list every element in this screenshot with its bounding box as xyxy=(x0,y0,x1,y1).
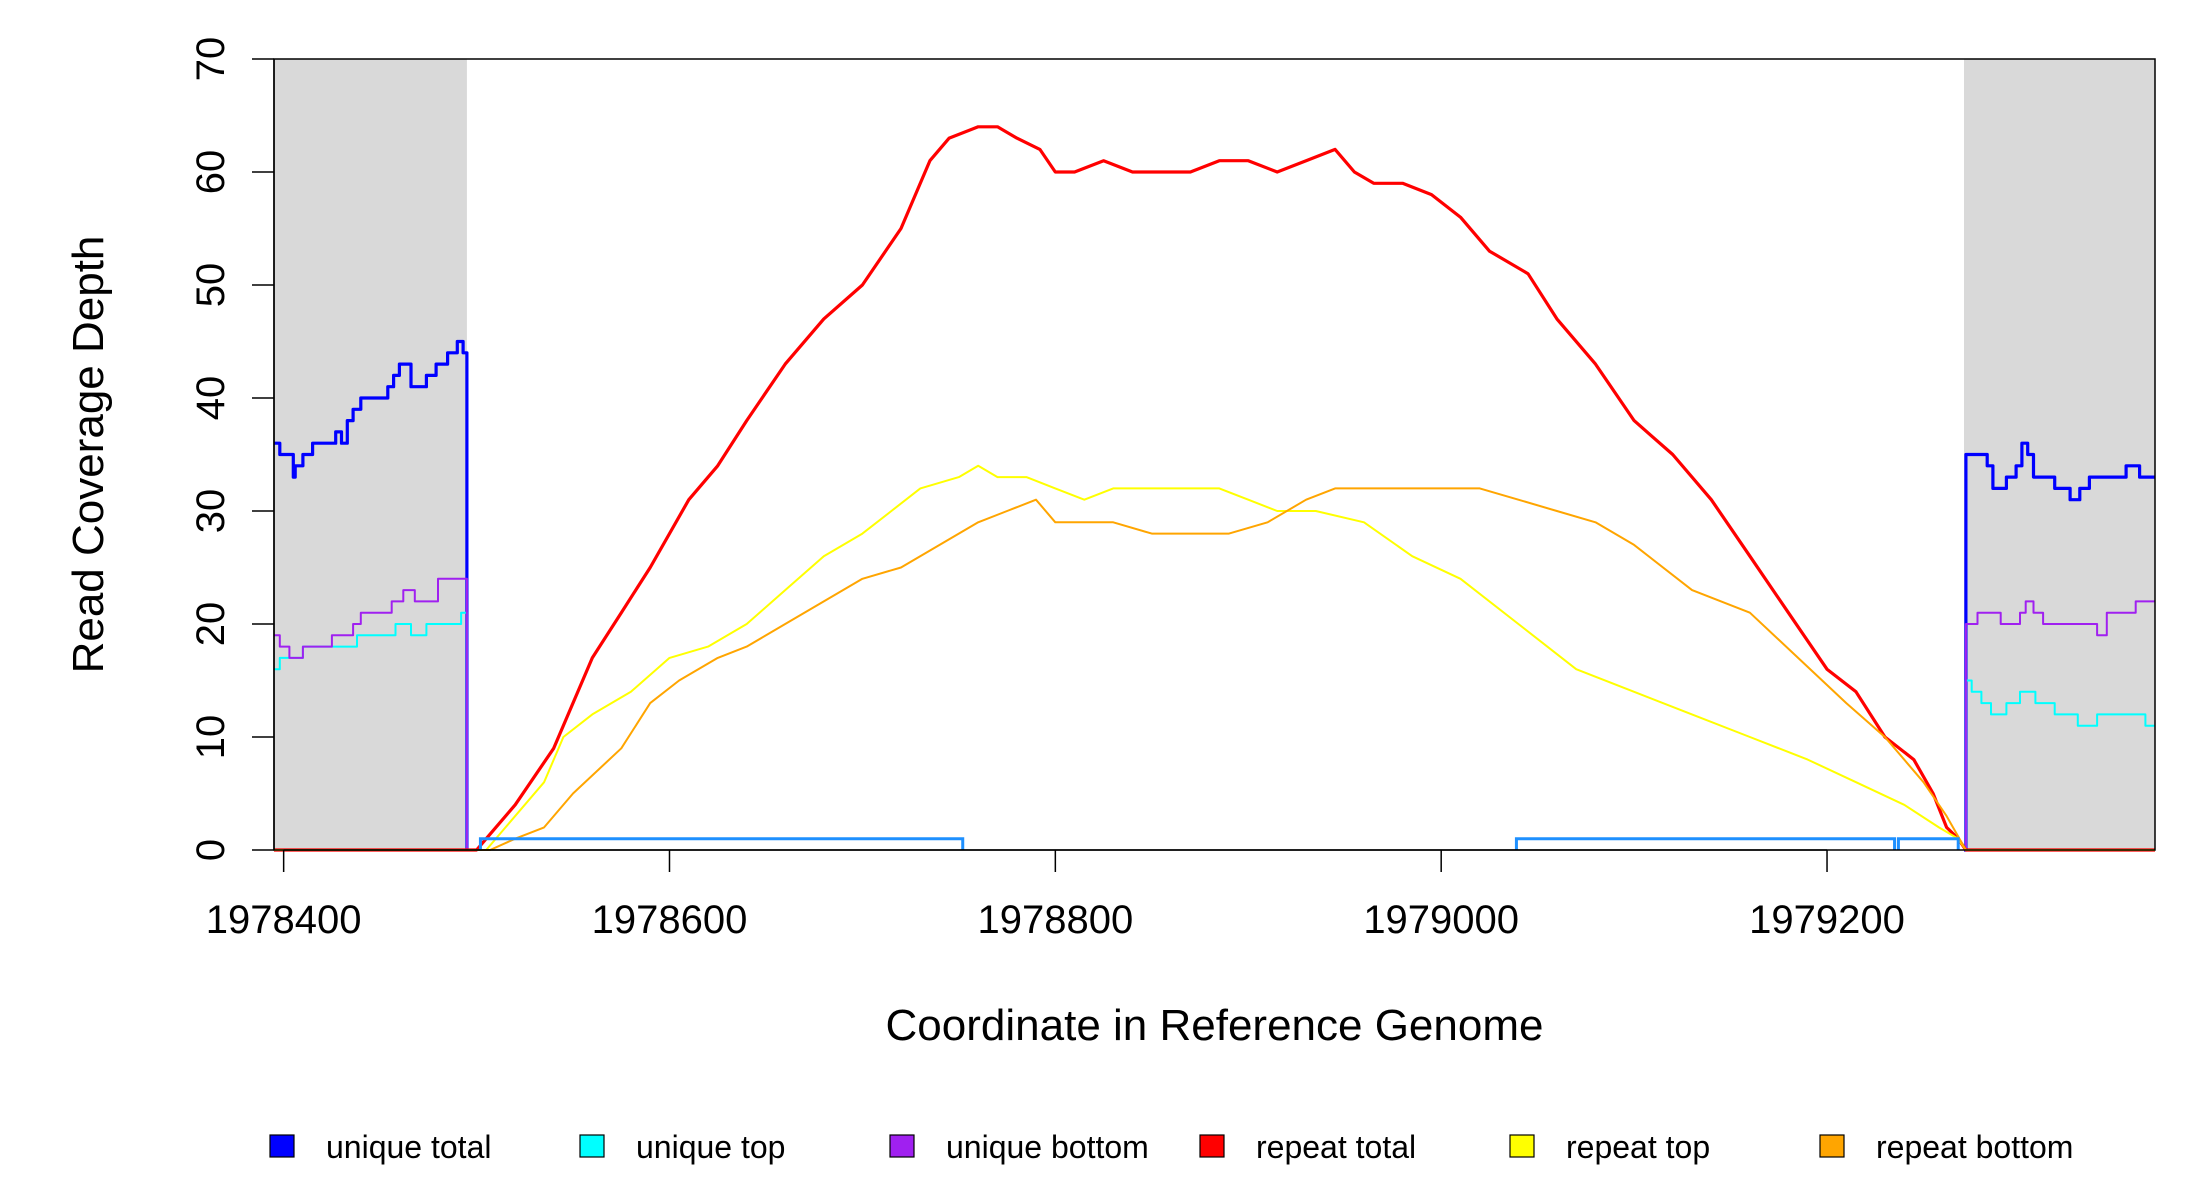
y-tick-label: 30 xyxy=(189,489,233,534)
y-tick-label: 40 xyxy=(189,376,233,421)
y-tick-label: 0 xyxy=(189,839,233,861)
series-line-unique-top-1 xyxy=(274,611,468,850)
legend-swatch xyxy=(1509,1134,1535,1158)
x-axis: 1978400 1978600 1978800 1979000 1979200 xyxy=(206,849,1905,942)
feature-segment-2 xyxy=(1514,837,1897,850)
x-tick-label: 1978600 xyxy=(592,898,748,942)
y-tick-label: 70 xyxy=(189,37,233,82)
feature-segment-3 xyxy=(1896,837,1960,850)
legend-item-repeat-total: repeat total xyxy=(1199,1129,1416,1165)
legend-swatch xyxy=(269,1134,295,1158)
x-tick-label: 1978400 xyxy=(206,898,362,942)
legend-label: unique bottom xyxy=(946,1129,1149,1165)
series-line-unique-total-2 xyxy=(1964,441,2155,852)
series-line-repeat-bottom xyxy=(274,487,2155,851)
x-tick-label: 1978800 xyxy=(977,898,1133,942)
series-line-unique-bottom-2 xyxy=(1964,600,2155,851)
x-tick-label: 1979200 xyxy=(1749,898,1905,942)
x-axis-title: Coordinate in Reference Genome xyxy=(886,1001,1544,1050)
feature-segment-1 xyxy=(478,837,965,850)
legend-item-unique-top: unique top xyxy=(579,1129,785,1165)
y-axis-title: Read Coverage Depth xyxy=(64,236,113,674)
shaded-region-2 xyxy=(1964,59,2155,850)
y-tick-label: 10 xyxy=(189,715,233,760)
series-line-unique-bottom-1 xyxy=(274,577,468,850)
series-line-repeat-total xyxy=(274,125,2155,852)
legend-item-repeat-bottom: repeat bottom xyxy=(1819,1129,2073,1165)
legend-swatch xyxy=(1819,1134,1845,1158)
y-tick-label: 50 xyxy=(189,263,233,308)
legend-label: repeat top xyxy=(1566,1129,1710,1165)
legend-item-repeat-top: repeat top xyxy=(1509,1129,1710,1165)
x-tick-label: 1979000 xyxy=(1363,898,1519,942)
legend-label: repeat bottom xyxy=(1876,1129,2073,1165)
legend-swatch xyxy=(579,1134,605,1158)
legend-swatch xyxy=(889,1134,915,1158)
series-line-repeat-top xyxy=(274,464,2155,851)
legend-label: unique top xyxy=(636,1129,785,1165)
feature-segments xyxy=(478,837,1960,850)
plot-frame xyxy=(273,58,2156,851)
legend-label: repeat total xyxy=(1256,1129,1416,1165)
y-tick-label: 20 xyxy=(189,602,233,647)
series-line-unique-total-1 xyxy=(274,339,469,850)
shaded-regions xyxy=(274,59,2155,850)
legend-item-unique-bottom: unique bottom xyxy=(889,1129,1149,1165)
legend-label: unique total xyxy=(326,1129,491,1165)
y-tick-label: 60 xyxy=(189,150,233,195)
legend: unique total unique top unique bottom repea… xyxy=(269,1129,2073,1165)
y-axis: 0 10 20 30 40 50 60 70 xyxy=(189,37,275,861)
legend-item-unique-total: unique total xyxy=(269,1129,491,1165)
series-line-unique-top-2 xyxy=(1964,679,2155,851)
legend-swatch xyxy=(1199,1134,1225,1158)
series-lines xyxy=(274,125,2155,852)
